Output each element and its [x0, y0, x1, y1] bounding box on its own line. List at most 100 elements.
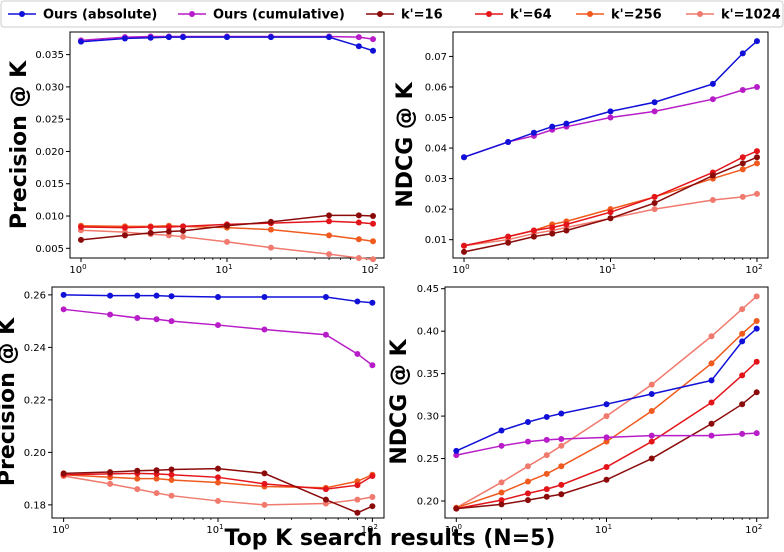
data-point-ours-cumulative	[558, 436, 565, 443]
data-point-ours-absolute	[224, 34, 230, 41]
data-point-k-16	[224, 222, 230, 229]
data-point-k-64	[739, 372, 746, 379]
data-point-k-1024	[267, 244, 274, 251]
series-line-ours-absolute	[456, 328, 758, 452]
y-tick-label: 0.07	[425, 52, 447, 63]
series-line-k-256	[456, 320, 758, 509]
data-point-k-64	[180, 223, 187, 230]
data-point-k-256	[326, 232, 333, 239]
data-point-k-1024	[708, 333, 715, 340]
data-point-k-64	[530, 227, 537, 234]
series-line-k-16	[456, 391, 758, 510]
series-line-ours-absolute	[80, 36, 374, 52]
data-point-ours-absolute	[607, 108, 614, 115]
x-tick-label: 102	[745, 523, 762, 536]
data-point-ours-cumulative	[753, 430, 760, 437]
data-point-k-16	[498, 501, 505, 508]
data-point-k-64	[563, 221, 570, 228]
data-point-k-1024	[168, 492, 175, 499]
data-point-ours-absolute	[708, 377, 715, 384]
data-point-k-16	[739, 401, 746, 408]
data-point-k-256	[134, 475, 141, 482]
data-point-k-64	[355, 219, 362, 226]
data-point-ours-cumulative	[370, 36, 377, 43]
data-point-k-16	[543, 493, 550, 500]
y-tick-label: 0.06	[425, 82, 447, 93]
legend-marker-k-16	[377, 11, 383, 17]
data-point-k-256	[355, 236, 362, 243]
y-tick-label: 0.03	[425, 174, 447, 185]
data-point-k-1024	[153, 490, 160, 497]
data-point-k-1024	[498, 479, 505, 486]
data-point-k-256	[543, 470, 550, 477]
legend-label-k-1024: k'=1024	[721, 8, 781, 23]
y-tick-label: 0.26	[24, 290, 46, 301]
data-point-k-16	[369, 503, 376, 510]
data-point-k-16	[558, 491, 565, 498]
data-point-ours-absolute	[524, 419, 531, 426]
data-point-ours-cumulative	[453, 452, 460, 459]
data-point-k-1024	[543, 452, 550, 459]
series-line-k-64	[80, 220, 374, 229]
series-line-k-64	[463, 150, 758, 247]
x-tick-base: 10	[445, 525, 458, 536]
data-point-k-64	[549, 224, 556, 231]
data-point-ours-absolute	[147, 34, 154, 41]
x-tick-label: 101	[206, 523, 223, 536]
data-point-k-256	[739, 166, 746, 173]
data-point-k-64	[505, 233, 512, 240]
data-point-k-16	[549, 230, 556, 237]
data-point-k-256	[753, 317, 760, 324]
y-tick-label: 0.01	[425, 235, 447, 246]
data-point-k-1024	[739, 306, 746, 313]
x-tick-exponent: 0	[465, 263, 469, 271]
data-point-ours-cumulative	[60, 306, 67, 313]
data-point-k-1024	[558, 442, 565, 449]
data-point-ours-absolute	[505, 138, 512, 145]
series-line-ours-cumulative	[63, 308, 373, 366]
data-point-ours-absolute	[215, 293, 221, 300]
x-tick-label: 102	[745, 263, 762, 276]
data-point-k-64	[461, 242, 468, 249]
legend-marker-ours-cumulative	[189, 11, 195, 17]
data-point-k-16	[153, 467, 160, 474]
x-tick-exponent: 1	[612, 263, 616, 271]
y-tick-label: 0.25	[417, 454, 439, 465]
data-point-k-64	[121, 224, 128, 231]
data-point-ours-absolute	[261, 293, 268, 300]
data-point-ours-absolute	[648, 391, 655, 398]
legend-label-k-256: k'=256	[611, 8, 662, 23]
series-line-k-1024	[463, 193, 758, 247]
data-point-ours-absolute	[709, 80, 716, 87]
x-tick-exponent: 2	[758, 523, 762, 531]
data-point-k-16	[563, 227, 570, 234]
data-point-ours-cumulative	[369, 362, 376, 369]
y-tick-label: 0.22	[24, 395, 46, 406]
x-tick-exponent: 2	[374, 263, 378, 271]
data-point-ours-cumulative	[215, 322, 221, 329]
legend-label-ours-absolute: Ours (absolute)	[43, 8, 157, 23]
x-tick-label: 100	[52, 523, 69, 536]
data-point-k-256	[370, 238, 377, 245]
data-point-ours-absolute	[651, 99, 658, 106]
x-tick-base: 10	[745, 525, 758, 536]
data-point-ours-cumulative	[498, 442, 505, 449]
data-point-ours-absolute	[549, 123, 556, 130]
data-point-k-256	[153, 475, 160, 482]
legend-marker-k-256	[587, 11, 593, 17]
data-point-k-1024	[370, 256, 377, 263]
y-tick-label: 0.030	[35, 82, 64, 93]
y-tick-label: 0.02	[425, 205, 447, 216]
series-k-16	[77, 212, 377, 243]
data-point-ours-absolute	[603, 401, 610, 408]
data-point-k-256	[603, 438, 610, 445]
data-point-k-1024	[709, 196, 716, 203]
series-line-k-256	[80, 224, 374, 242]
data-point-k-1024	[224, 238, 230, 245]
x-tick-base: 10	[361, 265, 374, 276]
data-point-ours-absolute	[558, 410, 565, 417]
y-tick-label: 0.04	[425, 144, 447, 155]
series-k-1024	[461, 190, 760, 249]
data-point-k-1024	[326, 251, 333, 258]
